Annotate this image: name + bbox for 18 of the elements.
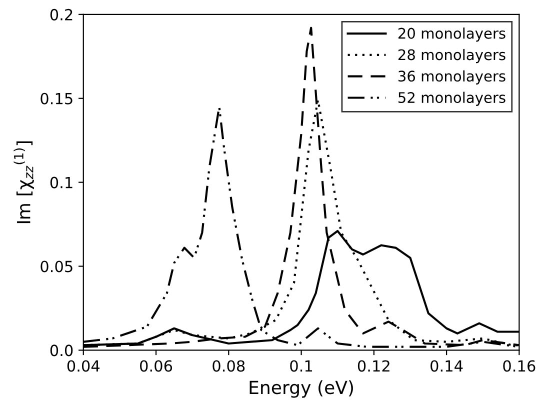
legend-label: 36 monolayers: [398, 70, 506, 84]
legend-label: 20 monolayers: [398, 28, 506, 42]
y-tick-label: 0.15: [40, 92, 72, 104]
x-tick-label: 0.06: [140, 360, 172, 372]
y-tick-label: 0.2: [50, 8, 72, 20]
x-tick-label: 0.08: [212, 360, 245, 372]
y-tick-label: 0.05: [40, 260, 72, 272]
legend-label: 28 monolayers: [398, 48, 506, 64]
y-tick-label: 0.0: [50, 344, 73, 356]
x-axis-title: Energy (eV): [250, 380, 353, 398]
x-tick-label: 0.12: [358, 360, 390, 372]
legend-label: 52 monolayers: [398, 92, 506, 106]
x-tick-label: 0.04: [67, 360, 100, 372]
y-tick-label: 0.1: [50, 176, 72, 188]
x-tick-label: 0.16: [503, 360, 536, 372]
x-tick-label: 0.14: [430, 360, 463, 372]
y-axis-title: Im [χ$_{zz}$$^{(1)}$]: [14, 141, 34, 224]
x-tick-label: 0.1: [290, 360, 312, 372]
